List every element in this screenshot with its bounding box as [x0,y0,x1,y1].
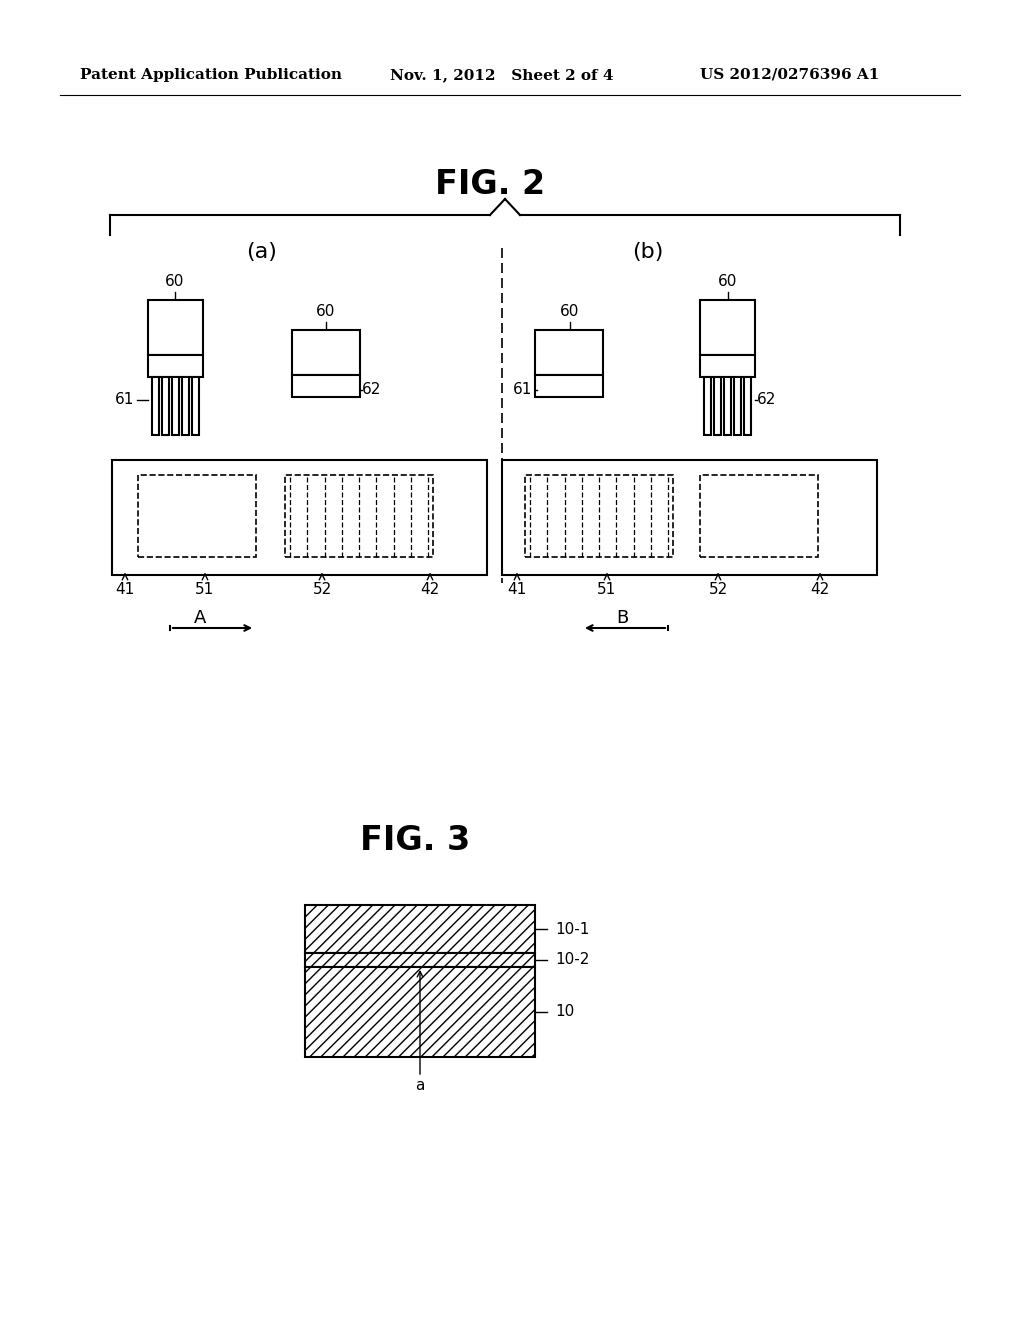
Text: US 2012/0276396 A1: US 2012/0276396 A1 [700,69,880,82]
Bar [292,330,360,375]
Text: 61: 61 [513,383,532,397]
Text: 42: 42 [810,582,829,598]
Bar [152,378,159,436]
Text: a: a [416,1077,425,1093]
Bar [182,378,189,436]
Bar [734,378,741,436]
Text: 60: 60 [316,305,336,319]
Text: Patent Application Publication: Patent Application Publication [80,69,342,82]
Text: 41: 41 [507,582,526,598]
Bar [305,906,535,953]
Text: 60: 60 [560,305,580,319]
Bar [700,300,755,355]
Text: 10-1: 10-1 [555,921,590,936]
Bar [525,475,673,557]
Bar [162,378,169,436]
Text: FIG. 2: FIG. 2 [435,169,545,202]
Text: 52: 52 [312,582,332,598]
Bar [705,378,711,436]
Text: (b): (b) [632,242,664,261]
Bar [535,330,603,375]
Text: 51: 51 [196,582,215,598]
Text: 51: 51 [597,582,616,598]
Bar [724,378,731,436]
Bar [700,355,755,378]
Bar [138,475,256,557]
Bar [535,375,603,397]
Text: Nov. 1, 2012   Sheet 2 of 4: Nov. 1, 2012 Sheet 2 of 4 [390,69,613,82]
Text: 10: 10 [555,1005,574,1019]
Text: FIG. 3: FIG. 3 [359,824,470,857]
Text: 52: 52 [709,582,728,598]
Bar [700,475,818,557]
Bar [285,475,433,557]
Text: 62: 62 [362,383,382,397]
Text: (a): (a) [247,242,278,261]
Bar [292,375,360,397]
Bar [305,968,535,1057]
Bar [148,355,203,378]
Bar [172,378,179,436]
Bar [744,378,751,436]
Text: 60: 60 [165,275,184,289]
Text: B: B [615,609,628,627]
Bar [502,459,877,576]
Text: 61: 61 [116,392,135,408]
Text: 41: 41 [116,582,134,598]
Bar [112,459,487,576]
Text: 62: 62 [758,392,776,408]
Text: 42: 42 [421,582,439,598]
Text: A: A [194,609,206,627]
Bar [148,300,203,355]
Text: 60: 60 [718,275,737,289]
Bar [305,953,535,968]
Bar [714,378,721,436]
Text: 10-2: 10-2 [555,953,590,968]
Bar [193,378,199,436]
